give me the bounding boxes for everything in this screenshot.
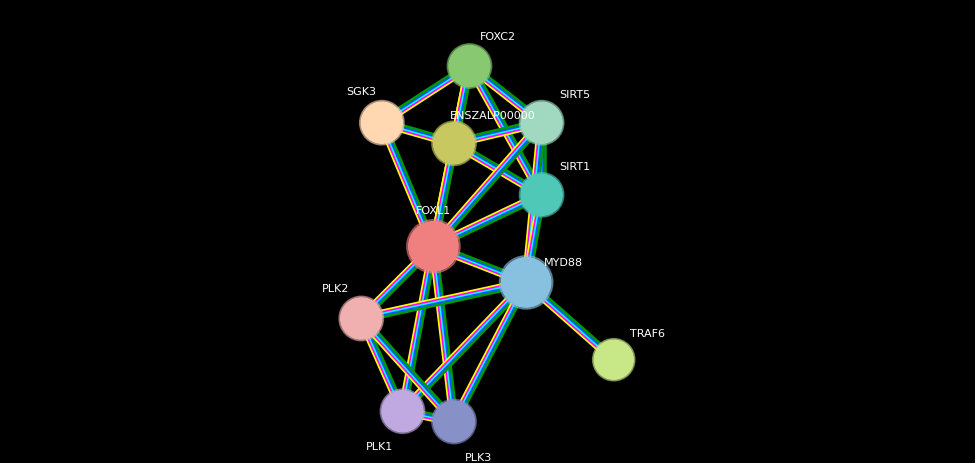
Circle shape xyxy=(434,401,475,442)
Circle shape xyxy=(594,340,634,380)
Text: SIRT5: SIRT5 xyxy=(560,90,591,100)
Circle shape xyxy=(499,256,553,309)
Text: SGK3: SGK3 xyxy=(346,87,376,96)
Circle shape xyxy=(360,101,404,146)
Text: FOXL1: FOXL1 xyxy=(415,206,451,216)
Text: ENSZALP00000: ENSZALP00000 xyxy=(449,111,535,121)
Text: PLK1: PLK1 xyxy=(366,441,393,451)
Circle shape xyxy=(593,339,635,381)
Circle shape xyxy=(432,400,476,444)
Circle shape xyxy=(448,46,490,88)
Circle shape xyxy=(340,298,382,339)
Circle shape xyxy=(409,222,458,271)
Circle shape xyxy=(501,258,551,307)
Circle shape xyxy=(520,173,564,218)
Text: FOXC2: FOXC2 xyxy=(480,32,516,42)
Circle shape xyxy=(339,297,383,341)
Text: SIRT1: SIRT1 xyxy=(560,162,591,172)
Circle shape xyxy=(521,103,563,144)
Circle shape xyxy=(521,175,563,216)
Text: PLK2: PLK2 xyxy=(322,283,349,293)
Text: MYD88: MYD88 xyxy=(544,257,583,267)
Circle shape xyxy=(434,124,475,164)
Circle shape xyxy=(407,220,460,274)
Circle shape xyxy=(432,122,476,166)
Circle shape xyxy=(520,101,564,146)
Text: TRAF6: TRAF6 xyxy=(630,328,665,338)
Circle shape xyxy=(380,389,425,433)
Text: PLK3: PLK3 xyxy=(465,451,492,462)
Circle shape xyxy=(362,103,403,144)
Circle shape xyxy=(448,44,491,89)
Circle shape xyxy=(382,391,423,432)
